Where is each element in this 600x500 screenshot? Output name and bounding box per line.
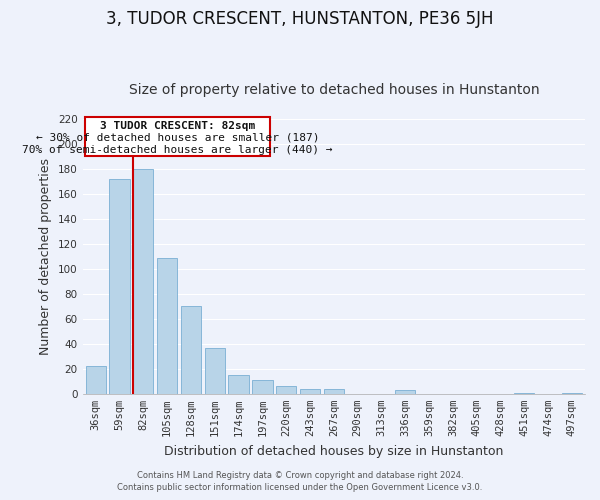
Bar bbox=[252, 380, 272, 394]
FancyBboxPatch shape bbox=[85, 116, 269, 156]
X-axis label: Distribution of detached houses by size in Hunstanton: Distribution of detached houses by size … bbox=[164, 444, 503, 458]
Bar bbox=[133, 169, 154, 394]
Text: ← 30% of detached houses are smaller (187): ← 30% of detached houses are smaller (18… bbox=[35, 132, 319, 142]
Title: Size of property relative to detached houses in Hunstanton: Size of property relative to detached ho… bbox=[128, 83, 539, 97]
Bar bbox=[300, 389, 320, 394]
Text: 3, TUDOR CRESCENT, HUNSTANTON, PE36 5JH: 3, TUDOR CRESCENT, HUNSTANTON, PE36 5JH bbox=[106, 10, 494, 28]
Text: 3 TUDOR CRESCENT: 82sqm: 3 TUDOR CRESCENT: 82sqm bbox=[100, 122, 255, 132]
Bar bbox=[395, 390, 415, 394]
Bar bbox=[86, 366, 106, 394]
Y-axis label: Number of detached properties: Number of detached properties bbox=[40, 158, 52, 355]
Bar bbox=[157, 258, 177, 394]
Bar bbox=[562, 392, 582, 394]
Bar bbox=[324, 389, 344, 394]
Bar bbox=[205, 348, 225, 394]
Bar bbox=[229, 375, 249, 394]
Bar bbox=[276, 386, 296, 394]
Bar bbox=[109, 179, 130, 394]
Text: 70% of semi-detached houses are larger (440) →: 70% of semi-detached houses are larger (… bbox=[22, 145, 332, 155]
Text: Contains HM Land Registry data © Crown copyright and database right 2024.
Contai: Contains HM Land Registry data © Crown c… bbox=[118, 471, 482, 492]
Bar bbox=[514, 392, 535, 394]
Bar bbox=[181, 306, 201, 394]
